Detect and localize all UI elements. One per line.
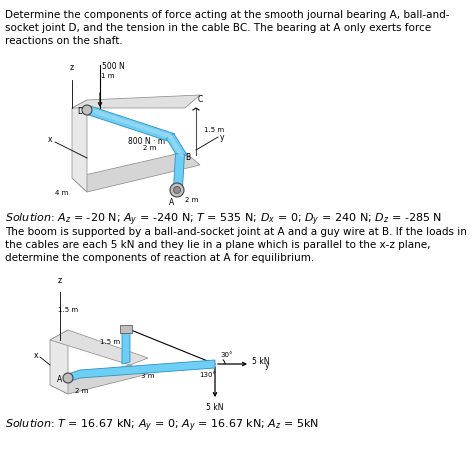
Text: B: B — [185, 153, 190, 162]
Text: C: C — [198, 95, 203, 104]
Text: 4 m: 4 m — [55, 190, 68, 196]
Text: z: z — [58, 276, 62, 285]
Text: x: x — [47, 135, 52, 144]
Text: 30°: 30° — [220, 352, 233, 358]
Text: 2 m: 2 m — [143, 145, 157, 151]
Text: reactions on the shaft.: reactions on the shaft. — [5, 36, 123, 46]
Text: determine the components of reaction at A for equilibrium.: determine the components of reaction at … — [5, 253, 314, 263]
Circle shape — [82, 105, 92, 115]
Text: x: x — [34, 351, 38, 360]
Text: 1 m: 1 m — [101, 73, 115, 79]
Text: the cables are each 5 kN and they lie in a plane which is parallel to the x-z pl: the cables are each 5 kN and they lie in… — [5, 240, 430, 250]
Text: y: y — [265, 361, 270, 370]
Polygon shape — [50, 330, 68, 394]
Polygon shape — [68, 360, 215, 382]
Polygon shape — [173, 154, 184, 188]
Circle shape — [63, 373, 73, 383]
Circle shape — [173, 186, 181, 194]
Text: 1.5 m: 1.5 m — [204, 127, 224, 133]
Text: y: y — [220, 132, 225, 141]
Bar — [120, 325, 132, 333]
Polygon shape — [72, 100, 87, 192]
Text: z: z — [70, 63, 74, 72]
Text: A: A — [57, 375, 62, 384]
Text: 5 kN: 5 kN — [206, 403, 224, 412]
Text: A: A — [169, 198, 174, 207]
Text: 1.5 m: 1.5 m — [58, 307, 78, 313]
Polygon shape — [167, 134, 184, 157]
Text: socket joint D, and the tension in the cable BC. The bearing at A only exerts fo: socket joint D, and the tension in the c… — [5, 23, 431, 33]
Polygon shape — [50, 330, 148, 365]
Text: $\mathit{Solution}$: $T$ = 16.67 kN; $A_y$ = 0; $A_y$ = 16.67 kN; $A_z$ = 5kN: $\mathit{Solution}$: $T$ = 16.67 kN; $A_… — [5, 418, 319, 434]
Text: 3 m: 3 m — [141, 373, 155, 379]
Polygon shape — [166, 134, 187, 159]
Text: 130°: 130° — [200, 372, 217, 378]
Polygon shape — [50, 365, 148, 394]
Text: 5 kN: 5 kN — [252, 357, 270, 366]
Polygon shape — [87, 106, 174, 142]
Text: $\mathit{Solution}$: $A_z$ = -20 N; $A_y$ = -240 N; $T$ = 535 N; $D_x$ = 0; $D_y: $\mathit{Solution}$: $A_z$ = -20 N; $A_y… — [5, 212, 442, 229]
Text: 2 m: 2 m — [75, 388, 88, 394]
Polygon shape — [122, 330, 130, 364]
Circle shape — [170, 183, 184, 197]
Polygon shape — [72, 95, 200, 108]
Text: 500 N: 500 N — [102, 62, 125, 71]
Text: D: D — [77, 108, 83, 117]
Text: 800 N · m: 800 N · m — [128, 136, 165, 145]
Polygon shape — [72, 152, 200, 192]
Text: 2 m: 2 m — [185, 197, 199, 203]
Text: Determine the components of force acting at the smooth journal bearing A, ball-a: Determine the components of force acting… — [5, 10, 449, 20]
Text: 1.5 m: 1.5 m — [100, 339, 120, 345]
Polygon shape — [86, 107, 173, 139]
Text: The boom is supported by a ball-and-socket joint at A and a guy wire at B. If th: The boom is supported by a ball-and-sock… — [5, 227, 467, 237]
